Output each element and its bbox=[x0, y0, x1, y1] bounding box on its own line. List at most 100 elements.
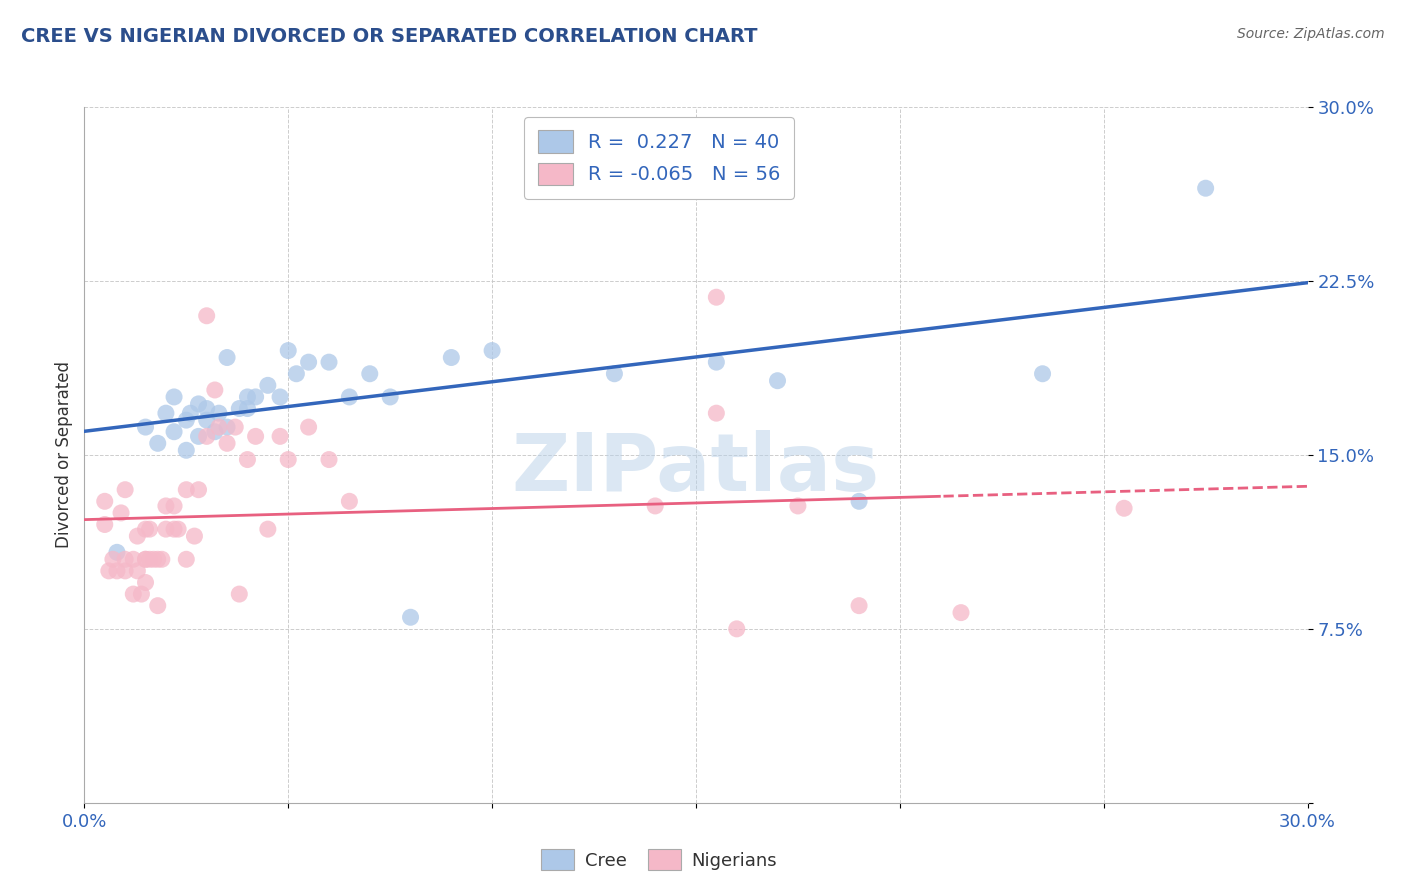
Point bbox=[257, 378, 280, 392]
Point bbox=[195, 413, 218, 427]
Point bbox=[114, 564, 136, 578]
Point bbox=[127, 529, 149, 543]
Point bbox=[105, 564, 128, 578]
Point bbox=[150, 552, 173, 566]
Point bbox=[187, 397, 209, 411]
Point bbox=[704, 406, 728, 420]
Point bbox=[217, 351, 239, 365]
Point bbox=[543, 169, 565, 184]
Point bbox=[127, 564, 149, 578]
Point bbox=[766, 374, 789, 388]
Point bbox=[163, 499, 186, 513]
Point bbox=[122, 587, 145, 601]
Point bbox=[1195, 181, 1218, 195]
Point bbox=[269, 429, 291, 443]
Point bbox=[380, 390, 402, 404]
Point bbox=[93, 494, 115, 508]
Point bbox=[704, 290, 728, 304]
Point bbox=[131, 587, 153, 601]
Point bbox=[277, 343, 299, 358]
Point bbox=[204, 425, 226, 439]
Point bbox=[138, 552, 160, 566]
Point bbox=[359, 367, 381, 381]
Point bbox=[155, 499, 177, 513]
Point bbox=[135, 522, 157, 536]
Point bbox=[146, 552, 169, 566]
Point bbox=[725, 622, 748, 636]
Point bbox=[204, 383, 226, 397]
Point bbox=[277, 452, 299, 467]
Point bbox=[1114, 501, 1136, 516]
Point bbox=[174, 413, 197, 427]
Point bbox=[138, 522, 160, 536]
Point bbox=[114, 552, 136, 566]
Point bbox=[217, 436, 239, 450]
Point bbox=[787, 499, 810, 513]
Point bbox=[163, 390, 186, 404]
Point bbox=[179, 406, 201, 420]
Point bbox=[208, 406, 231, 420]
Point bbox=[245, 429, 267, 443]
Point bbox=[644, 499, 666, 513]
Point bbox=[155, 406, 177, 420]
Point bbox=[163, 425, 186, 439]
Point bbox=[114, 483, 136, 497]
Point bbox=[217, 420, 239, 434]
Point bbox=[195, 401, 218, 416]
Point bbox=[105, 545, 128, 559]
Point bbox=[236, 401, 259, 416]
Point bbox=[339, 494, 360, 508]
Point bbox=[135, 575, 157, 590]
Point bbox=[142, 552, 165, 566]
Y-axis label: Divorced or Separated: Divorced or Separated bbox=[55, 361, 73, 549]
Point bbox=[101, 552, 124, 566]
Point bbox=[399, 610, 422, 624]
Point bbox=[97, 564, 120, 578]
Point bbox=[163, 522, 186, 536]
Point bbox=[236, 452, 259, 467]
Point bbox=[481, 343, 503, 358]
Point bbox=[93, 517, 115, 532]
Point bbox=[187, 429, 209, 443]
Point bbox=[228, 587, 250, 601]
Text: CREE VS NIGERIAN DIVORCED OR SEPARATED CORRELATION CHART: CREE VS NIGERIAN DIVORCED OR SEPARATED C… bbox=[21, 27, 758, 45]
Point bbox=[1032, 367, 1054, 381]
Point bbox=[174, 443, 197, 458]
Point bbox=[146, 599, 169, 613]
Point bbox=[208, 420, 231, 434]
Text: Source: ZipAtlas.com: Source: ZipAtlas.com bbox=[1237, 27, 1385, 41]
Point bbox=[110, 506, 132, 520]
Point bbox=[848, 599, 870, 613]
Point bbox=[174, 552, 197, 566]
Point bbox=[269, 390, 291, 404]
Point bbox=[440, 351, 463, 365]
Point bbox=[848, 494, 870, 508]
Point bbox=[236, 390, 259, 404]
Point bbox=[183, 529, 205, 543]
Point bbox=[167, 522, 190, 536]
Point bbox=[704, 355, 728, 369]
Point bbox=[122, 552, 145, 566]
Point bbox=[195, 429, 218, 443]
Point bbox=[318, 452, 340, 467]
Point bbox=[135, 420, 157, 434]
Point bbox=[318, 355, 340, 369]
Point bbox=[603, 367, 626, 381]
Legend: Cree, Nigerians: Cree, Nigerians bbox=[534, 842, 785, 877]
Point bbox=[187, 483, 209, 497]
Point bbox=[146, 436, 169, 450]
Point bbox=[228, 401, 250, 416]
Point bbox=[257, 522, 280, 536]
Point bbox=[135, 552, 157, 566]
Point bbox=[245, 390, 267, 404]
Point bbox=[195, 309, 218, 323]
Point bbox=[174, 483, 197, 497]
Point bbox=[224, 420, 246, 434]
Point bbox=[950, 606, 973, 620]
Point bbox=[285, 367, 308, 381]
Point bbox=[135, 552, 157, 566]
Point bbox=[339, 390, 360, 404]
Point bbox=[155, 522, 177, 536]
Point bbox=[298, 355, 321, 369]
Text: ZIPatlas: ZIPatlas bbox=[512, 430, 880, 508]
